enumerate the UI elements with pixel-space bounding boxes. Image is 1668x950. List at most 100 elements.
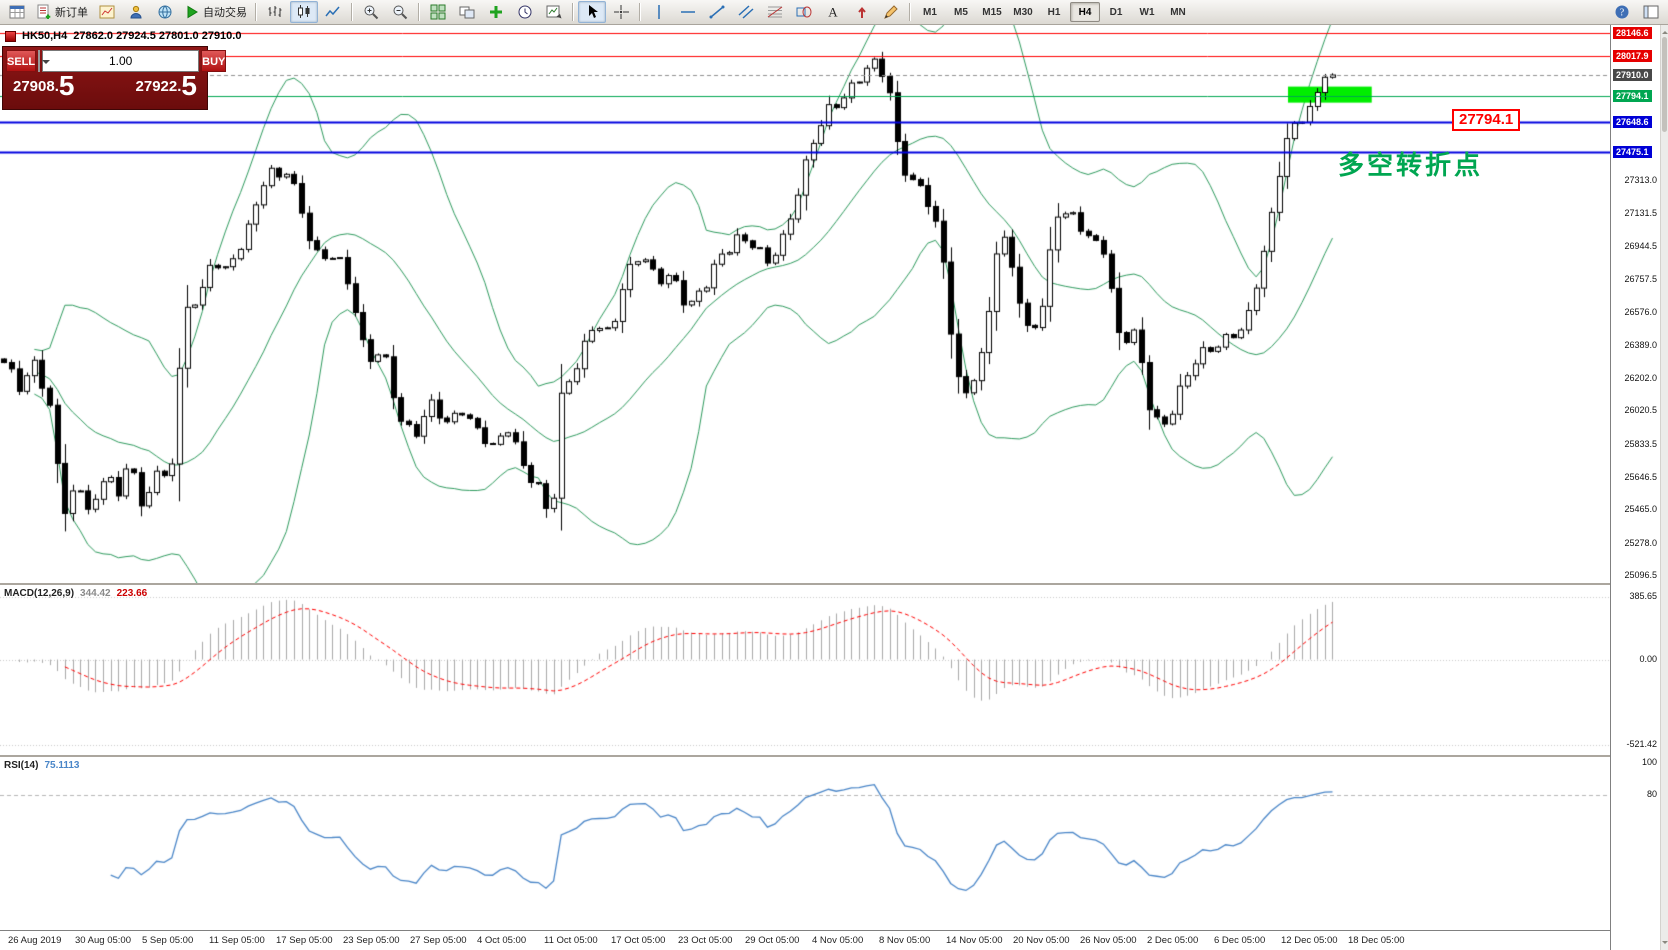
trend-glyph bbox=[709, 4, 725, 20]
line-chart-icon[interactable] bbox=[319, 1, 347, 23]
price-chart-canvas[interactable] bbox=[0, 25, 1610, 583]
svg-text:A: A bbox=[828, 5, 838, 20]
date-label: 4 Nov 05:00 bbox=[812, 935, 864, 946]
app-icon[interactable] bbox=[3, 1, 31, 23]
timeframe-d1[interactable]: D1 bbox=[1109, 6, 1123, 18]
volume-dropdown[interactable] bbox=[38, 50, 51, 72]
main-toolbar: 新订单 自动交易 A M1 M5 M15 M30 H1 H4 D1 W1 MN? bbox=[0, 0, 1668, 25]
macd-main-value: 344.42 bbox=[80, 588, 111, 599]
arrange-windows-icon[interactable] bbox=[453, 1, 481, 23]
timeframe-m30[interactable]: M30 bbox=[1013, 6, 1033, 18]
toolbar-separator bbox=[572, 3, 574, 21]
rsi-panel[interactable]: RSI(14) 75.1113 bbox=[0, 757, 1610, 930]
axis-label: 26389.0 bbox=[1624, 339, 1657, 350]
globe-glyph bbox=[157, 4, 173, 20]
toolbar-separator bbox=[255, 3, 257, 21]
arrow-objects-icon[interactable] bbox=[848, 1, 876, 23]
timeframe-w1[interactable]: W1 bbox=[1139, 6, 1155, 18]
date-label: 20 Nov 05:00 bbox=[1013, 935, 1070, 946]
templates-icon[interactable] bbox=[540, 1, 568, 23]
scroll-down-arrow[interactable] bbox=[1662, 941, 1668, 947]
chart-symbol-label: HK50,H4 bbox=[22, 30, 68, 42]
price-chart-panel[interactable]: HK50,H4 27862.0 27924.5 27801.0 27910.0 … bbox=[0, 25, 1610, 583]
price-line-label: 27648.6 bbox=[1613, 115, 1652, 128]
community-icon[interactable] bbox=[151, 1, 179, 23]
date-label: 5 Sep 05:00 bbox=[142, 935, 194, 946]
profiles-glyph bbox=[128, 4, 144, 20]
scroll-up-arrow[interactable] bbox=[1662, 28, 1668, 34]
play-glyph bbox=[184, 4, 200, 20]
time-axis[interactable]: 26 Aug 2019 30 Aug 05:00 5 Sep 05:00 11 Sep… bbox=[0, 930, 1610, 950]
timeframe-m5[interactable]: M5 bbox=[954, 6, 968, 18]
fibonacci-icon[interactable] bbox=[761, 1, 789, 23]
shapes-icon[interactable] bbox=[790, 1, 818, 23]
text-label-icon[interactable]: A bbox=[819, 1, 847, 23]
periods-icon[interactable] bbox=[511, 1, 539, 23]
panel-glyph bbox=[1643, 4, 1659, 20]
macd-canvas[interactable] bbox=[0, 585, 1610, 755]
indicators-icon[interactable] bbox=[482, 1, 510, 23]
date-label: 14 Nov 05:00 bbox=[946, 935, 1003, 946]
rsi-canvas[interactable] bbox=[0, 757, 1610, 930]
bar-chart-icon[interactable] bbox=[261, 1, 289, 23]
macd-panel[interactable]: MACD(12,26,9) 344.42 223.66 bbox=[0, 585, 1610, 755]
timeframe-m15[interactable]: M15 bbox=[982, 6, 1002, 18]
fibo-glyph bbox=[767, 4, 783, 20]
macd-name: MACD(12,26,9) bbox=[4, 588, 75, 599]
timeframe-h1[interactable]: H1 bbox=[1047, 6, 1061, 18]
svg-text:?: ? bbox=[1620, 8, 1625, 19]
scrollbar-thumb[interactable] bbox=[1662, 37, 1667, 132]
date-label: 18 Dec 05:00 bbox=[1348, 935, 1405, 946]
hline-glyph bbox=[680, 4, 696, 20]
equidistant-channel-icon[interactable] bbox=[732, 1, 760, 23]
date-label: 23 Sep 05:00 bbox=[343, 935, 400, 946]
horizontal-line-icon[interactable] bbox=[674, 1, 702, 23]
axis-label: 26202.0 bbox=[1624, 373, 1657, 384]
text-glyph: A bbox=[825, 4, 841, 20]
vertical-line-icon[interactable] bbox=[645, 1, 673, 23]
date-label: 4 Oct 05:00 bbox=[477, 935, 527, 946]
chart-title: HK50,H4 27862.0 27924.5 27801.0 27910.0 bbox=[5, 30, 241, 42]
price-axis[interactable]: 28146.6 28017.9 27910.0 27794.1 27648.6 27475… bbox=[1610, 25, 1660, 950]
macd-signal-value: 223.66 bbox=[116, 588, 148, 599]
buy-button[interactable]: BUY bbox=[201, 50, 227, 72]
timeframe-mn[interactable]: MN bbox=[1170, 6, 1186, 18]
zoom-in-icon[interactable] bbox=[357, 1, 385, 23]
price-line-label: 28146.6 bbox=[1613, 26, 1652, 39]
new-order-button[interactable]: 新订单 bbox=[32, 1, 92, 23]
panel-splitter[interactable] bbox=[0, 755, 1660, 757]
date-label: 11 Oct 05:00 bbox=[544, 935, 598, 946]
rsi-name: RSI(14) bbox=[4, 760, 39, 771]
rsi-value: 75.1113 bbox=[44, 760, 80, 771]
panels-icon[interactable] bbox=[1637, 1, 1665, 23]
trendline-icon[interactable] bbox=[703, 1, 731, 23]
zoom-out-icon[interactable] bbox=[386, 1, 414, 23]
tile-windows-icon[interactable] bbox=[424, 1, 452, 23]
channel-glyph bbox=[738, 4, 754, 20]
buy-price: 27922. 5 bbox=[136, 71, 197, 99]
date-label: 26 Nov 05:00 bbox=[1080, 935, 1137, 946]
date-label: 27 Sep 05:00 bbox=[410, 935, 467, 946]
axis-label: 25465.0 bbox=[1624, 504, 1657, 515]
axis-label: 80 bbox=[1646, 789, 1657, 799]
draw-tools-icon[interactable] bbox=[877, 1, 905, 23]
cursor-icon[interactable] bbox=[578, 1, 606, 23]
vertical-scrollbar[interactable] bbox=[1660, 25, 1668, 950]
timeframe-m1[interactable]: M1 bbox=[923, 6, 937, 18]
sell-price: 27908. 5 bbox=[13, 71, 74, 99]
new-chart-icon[interactable] bbox=[93, 1, 121, 23]
panel-splitter[interactable] bbox=[0, 583, 1660, 585]
date-label: 6 Dec 05:00 bbox=[1214, 935, 1266, 946]
axis-label: 27313.0 bbox=[1624, 175, 1657, 186]
volume-input[interactable] bbox=[42, 50, 200, 72]
autotrading-button[interactable]: 自动交易 bbox=[180, 1, 251, 23]
bars-glyph bbox=[267, 4, 283, 20]
candlestick-chart-icon[interactable] bbox=[290, 1, 318, 23]
timeframe-h4[interactable]: H4 bbox=[1070, 2, 1100, 22]
help-icon[interactable]: ? bbox=[1608, 1, 1636, 23]
sell-button[interactable]: SELL bbox=[6, 50, 37, 72]
rsi-indicator-label: RSI(14) 75.1113 bbox=[4, 760, 80, 771]
axis-label: 26944.5 bbox=[1624, 240, 1657, 251]
profiles-icon[interactable] bbox=[122, 1, 150, 23]
crosshair-icon[interactable] bbox=[607, 1, 635, 23]
